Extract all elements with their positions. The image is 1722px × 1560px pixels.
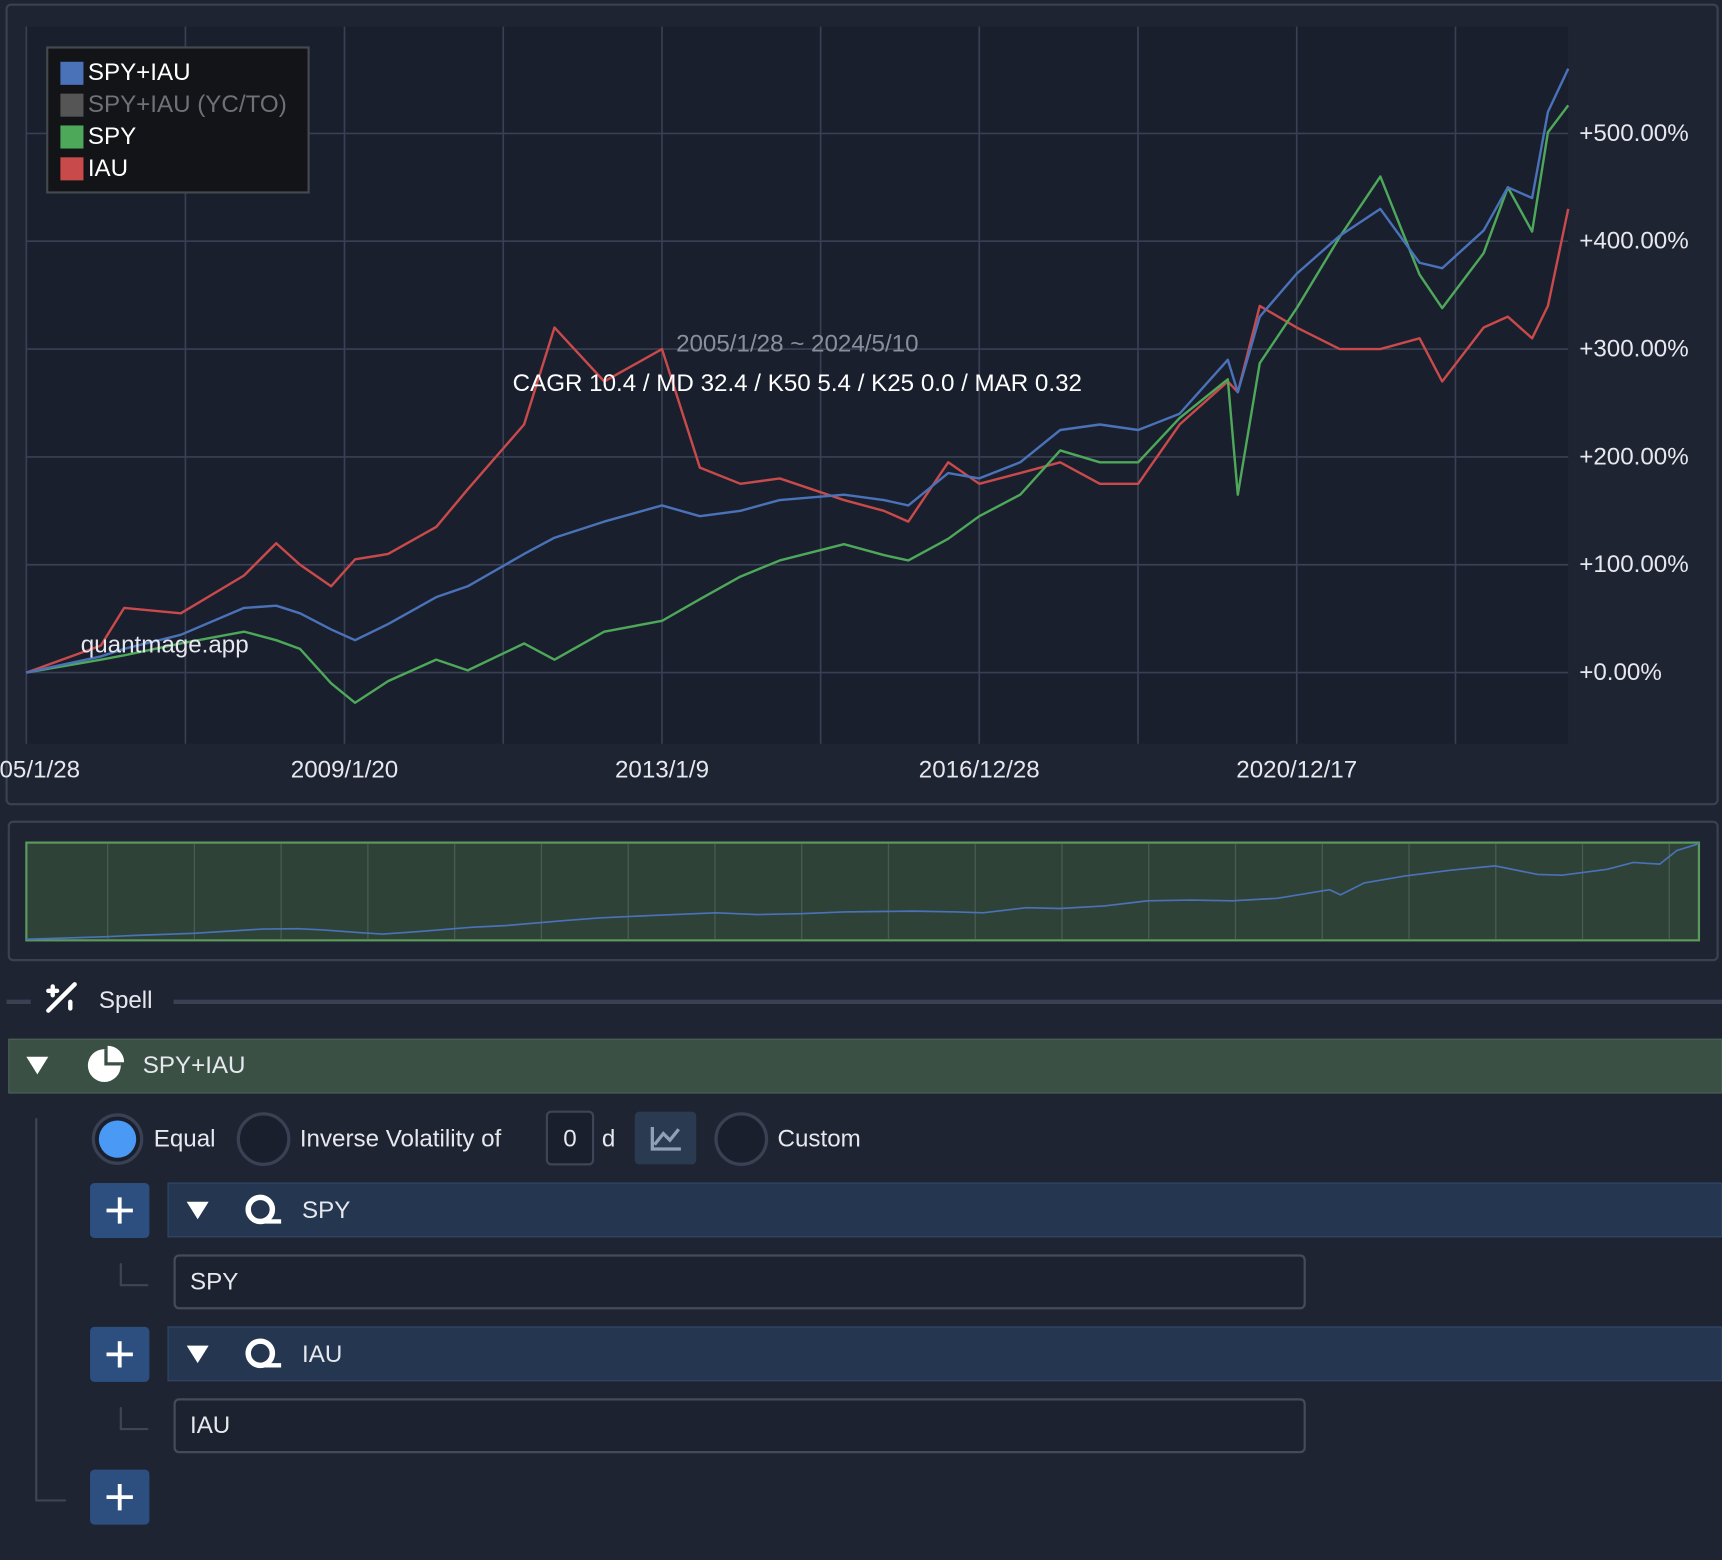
legend-label[interactable]: SPY+IAU (YC/TO) bbox=[88, 91, 287, 118]
y-tick-label: +300.00% bbox=[1579, 336, 1688, 363]
legend-label[interactable]: IAU bbox=[88, 155, 128, 182]
wand-icon bbox=[46, 982, 77, 1013]
collapse-arrow[interactable] bbox=[186, 1201, 209, 1220]
ticker-input[interactable] bbox=[173, 1254, 1306, 1310]
asset-title: SPY bbox=[302, 1197, 350, 1224]
legend bbox=[46, 46, 310, 194]
group-header[interactable] bbox=[8, 1038, 1722, 1094]
ticker-value: IAU bbox=[190, 1412, 230, 1439]
stats-annotation: CAGR 10.4 / MD 32.4 / K50 5.4 / K25 0.0 … bbox=[513, 370, 1082, 397]
radio-inverse[interactable] bbox=[236, 1112, 291, 1167]
radio-label: Equal bbox=[154, 1126, 216, 1153]
x-tick-label: 2005/1/28 bbox=[0, 757, 80, 784]
unit-label: d bbox=[602, 1126, 615, 1153]
radio-label: Inverse Volatility of bbox=[300, 1126, 502, 1153]
days-input[interactable] bbox=[545, 1110, 595, 1166]
x-tick-label: 2020/12/17 bbox=[1236, 757, 1357, 784]
y-tick-label: +0.00% bbox=[1579, 659, 1662, 686]
radio-custom[interactable] bbox=[714, 1112, 769, 1167]
series-line bbox=[25, 208, 1570, 674]
navigator-window[interactable] bbox=[25, 841, 1701, 942]
x-tick-label: 2013/1/9 bbox=[615, 757, 709, 784]
series-line bbox=[26, 104, 1570, 705]
collapse-arrow[interactable] bbox=[186, 1345, 209, 1364]
tree-connector bbox=[119, 1263, 149, 1287]
legend-swatch[interactable] bbox=[60, 157, 84, 181]
days-value: 0 bbox=[563, 1126, 576, 1153]
pie-icon bbox=[87, 1045, 125, 1083]
y-tick-label: +500.00% bbox=[1579, 120, 1688, 147]
plus-icon bbox=[106, 1197, 133, 1224]
radio-label: Custom bbox=[778, 1126, 861, 1153]
navigator-line bbox=[26, 842, 1700, 941]
radio-selected-dot bbox=[98, 1120, 137, 1158]
asset-header[interactable] bbox=[167, 1326, 1722, 1382]
legend-label[interactable]: SPY bbox=[88, 123, 136, 150]
series-line bbox=[26, 68, 1570, 674]
chart-icon bbox=[650, 1127, 681, 1151]
tree-connector bbox=[119, 1407, 149, 1431]
section-title: Spell bbox=[99, 987, 153, 1014]
y-tick-label: +200.00% bbox=[1579, 443, 1688, 470]
asset-header[interactable] bbox=[167, 1182, 1722, 1238]
x-tick-label: 2016/12/28 bbox=[919, 757, 1040, 784]
legend-swatch[interactable] bbox=[60, 125, 84, 149]
y-tick-label: +100.00% bbox=[1579, 551, 1688, 578]
asset-title: IAU bbox=[302, 1341, 342, 1368]
plus-icon bbox=[106, 1483, 133, 1511]
ticker-input[interactable] bbox=[173, 1398, 1306, 1454]
group-title: SPY+IAU bbox=[143, 1052, 246, 1079]
x-tick-label: 2009/1/20 bbox=[291, 757, 398, 784]
legend-swatch[interactable] bbox=[60, 93, 84, 117]
date-range: 2005/1/28 ~ 2024/5/10 bbox=[676, 330, 918, 357]
plus-icon bbox=[106, 1341, 133, 1368]
tree-line bbox=[35, 1118, 66, 1502]
legend-swatch[interactable] bbox=[60, 61, 84, 85]
watermark: quantmage.app bbox=[81, 631, 249, 658]
y-tick-label: +400.00% bbox=[1579, 228, 1688, 255]
legend-label[interactable]: SPY+IAU bbox=[88, 59, 191, 86]
ticker-value: SPY bbox=[190, 1268, 238, 1295]
collapse-arrow[interactable] bbox=[26, 1056, 49, 1075]
